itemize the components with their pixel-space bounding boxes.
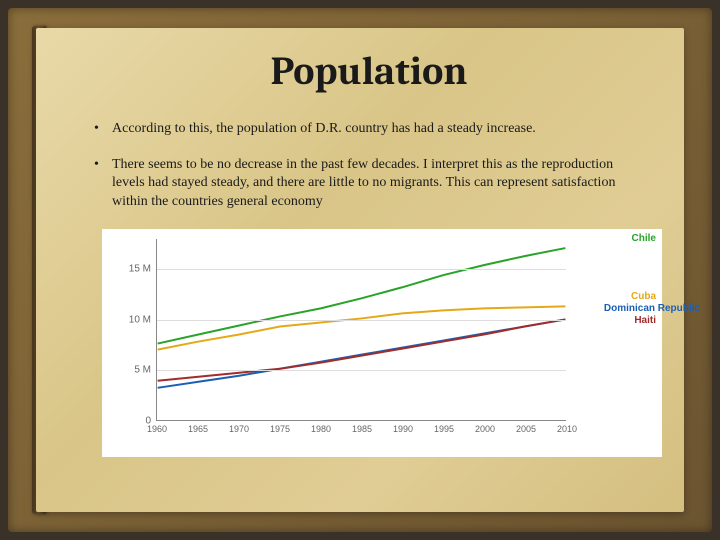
chart-gridline	[157, 370, 566, 371]
chart-gridline	[157, 320, 566, 321]
bullet-list: According to this, the population of D.R…	[92, 120, 646, 211]
chart-legend-dominican-republic: Dominican Republic	[604, 303, 700, 314]
chart-lines	[157, 239, 566, 420]
chart-x-tick: 1975	[270, 424, 290, 434]
chart-x-tick: 2000	[475, 424, 495, 434]
chart-x-tick: 1980	[311, 424, 331, 434]
chart-x-tick: 1970	[229, 424, 249, 434]
chart-series-cuba	[158, 306, 566, 349]
population-chart: 05 M10 M15 M1960196519701975198019851990…	[102, 229, 662, 457]
chart-x-tick: 1960	[147, 424, 167, 434]
chart-plot-area: 05 M10 M15 M1960196519701975198019851990…	[156, 239, 566, 421]
chart-x-tick: 1995	[434, 424, 454, 434]
book-frame: Population According to this, the popula…	[8, 8, 712, 532]
chart-gridline	[157, 269, 566, 270]
chart-x-tick: 1965	[188, 424, 208, 434]
bullet-item: There seems to be no decrease in the pas…	[92, 156, 646, 211]
chart-legend-chile: Chile	[632, 233, 656, 244]
chart-x-tick: 2005	[516, 424, 536, 434]
chart-legend-cuba: Cuba	[631, 291, 656, 302]
page-title: Population	[92, 48, 646, 94]
chart-y-tick: 10 M	[129, 314, 151, 325]
slide-page: Population According to this, the popula…	[36, 28, 684, 512]
chart-legend-haiti: Haiti	[634, 315, 656, 326]
chart-series-haiti	[158, 319, 566, 380]
chart-x-tick: 2010	[557, 424, 577, 434]
chart-y-tick: 5 M	[134, 365, 151, 376]
chart-x-tick: 1985	[352, 424, 372, 434]
chart-y-tick: 15 M	[129, 264, 151, 275]
chart-x-tick: 1990	[393, 424, 413, 434]
bullet-item: According to this, the population of D.R…	[92, 120, 646, 138]
